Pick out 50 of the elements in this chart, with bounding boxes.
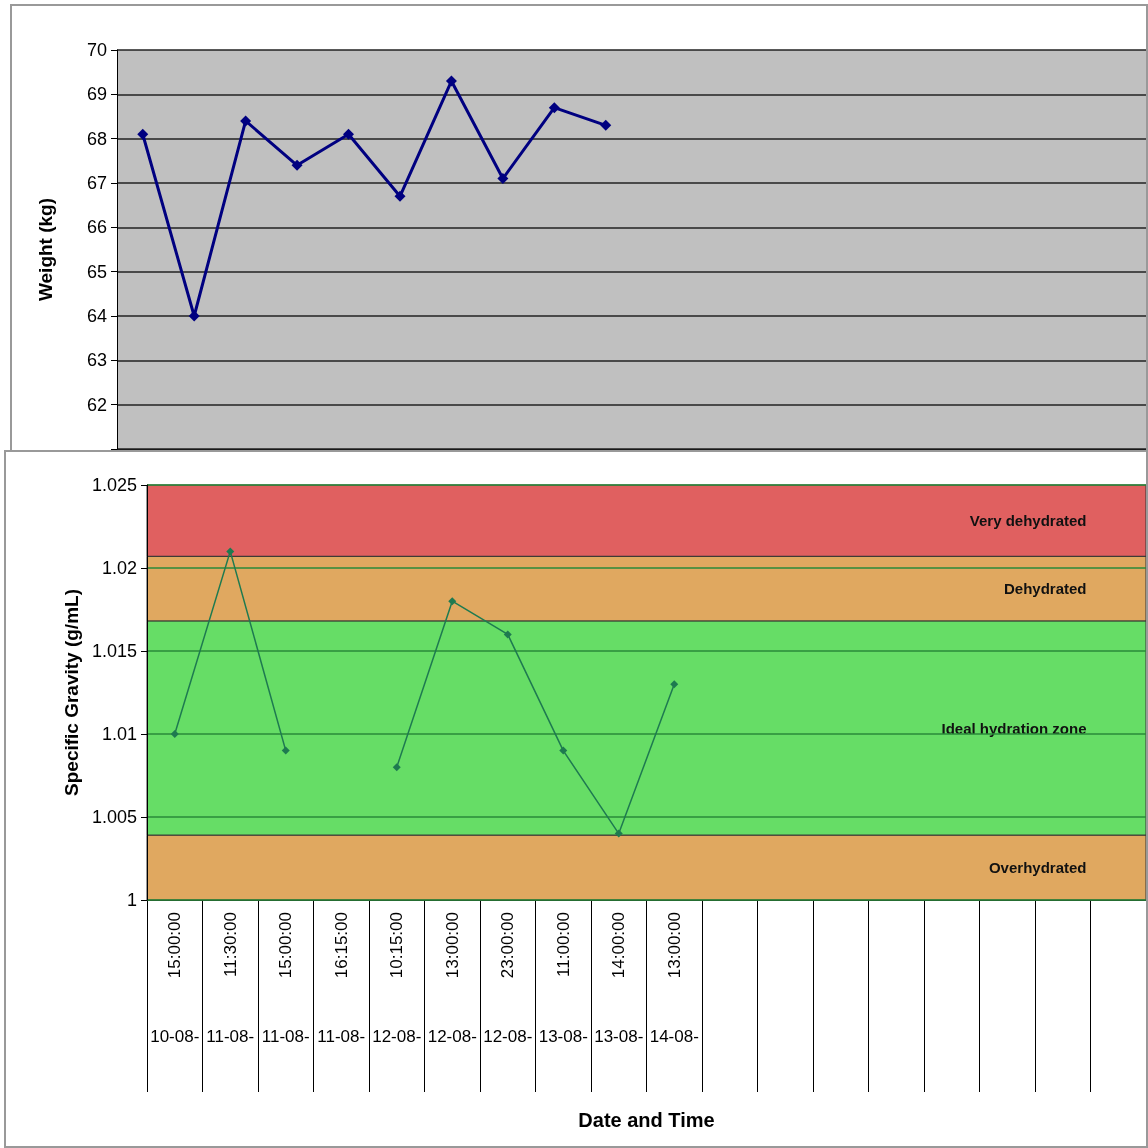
y-tick-label: 67 [86, 173, 107, 193]
category-label: 14:00:00 13-08- [594, 912, 644, 1046]
point [240, 115, 252, 127]
y-tick-label: 70 [86, 40, 107, 60]
point [548, 102, 560, 114]
point [281, 746, 290, 755]
y-tick-label: 66 [86, 217, 107, 238]
band-label: Dehydrated [1003, 580, 1087, 598]
point [600, 119, 612, 131]
band-label: Very dehydrated [969, 512, 1087, 530]
y-tick-label: 1 [126, 890, 137, 910]
point [614, 829, 623, 838]
point [503, 630, 512, 639]
y-tick-label: 63 [86, 350, 107, 371]
point [445, 75, 457, 87]
y-tick-label: 68 [86, 128, 107, 149]
y-tick-label: 1.01 [101, 724, 137, 744]
y-tick-label: 1.015 [91, 641, 137, 661]
point [448, 597, 457, 606]
category-label: 15:00:00 11-08- [261, 912, 310, 1046]
y-tick-label: 62 [86, 394, 107, 415]
point [559, 746, 568, 755]
x-axis-title: Date and Time [578, 1109, 715, 1131]
point [137, 128, 149, 140]
point [226, 547, 235, 556]
y-tick-label: 64 [86, 306, 107, 326]
y-axis-title: Specific Gravity (g/mL) [61, 589, 83, 796]
point [343, 128, 355, 140]
point [170, 730, 179, 738]
category-label: 11:30:00 11-08- [206, 912, 255, 1046]
point [394, 190, 406, 202]
category-label: 23:00:00 12-08- [483, 912, 533, 1046]
point [392, 763, 401, 772]
category-label: 10:15:00 12-08- [372, 912, 422, 1046]
band-label: Ideal hydration zone [941, 719, 1087, 737]
y-tick-label: 69 [86, 84, 107, 105]
y-tick-label: 1.005 [91, 807, 137, 827]
point [291, 159, 303, 171]
point [497, 173, 509, 185]
y-tick-label: 1.025 [91, 475, 137, 495]
y-tick-label: 65 [86, 261, 107, 282]
category-label: 16:15:00 11-08- [317, 912, 366, 1046]
point [670, 680, 679, 689]
category-label: 13:00:00 12-08- [427, 912, 477, 1046]
category-label: 15:00:00 10-08- [150, 912, 200, 1046]
y-tick-label: 1.02 [101, 558, 137, 578]
y-axis-title: Weight (kg) [35, 197, 56, 302]
category-label: 13:00:00 14-08- [649, 912, 699, 1046]
band-label: Overhydrated [988, 859, 1087, 877]
category-label: 11:00:00 13-08- [538, 912, 588, 1046]
